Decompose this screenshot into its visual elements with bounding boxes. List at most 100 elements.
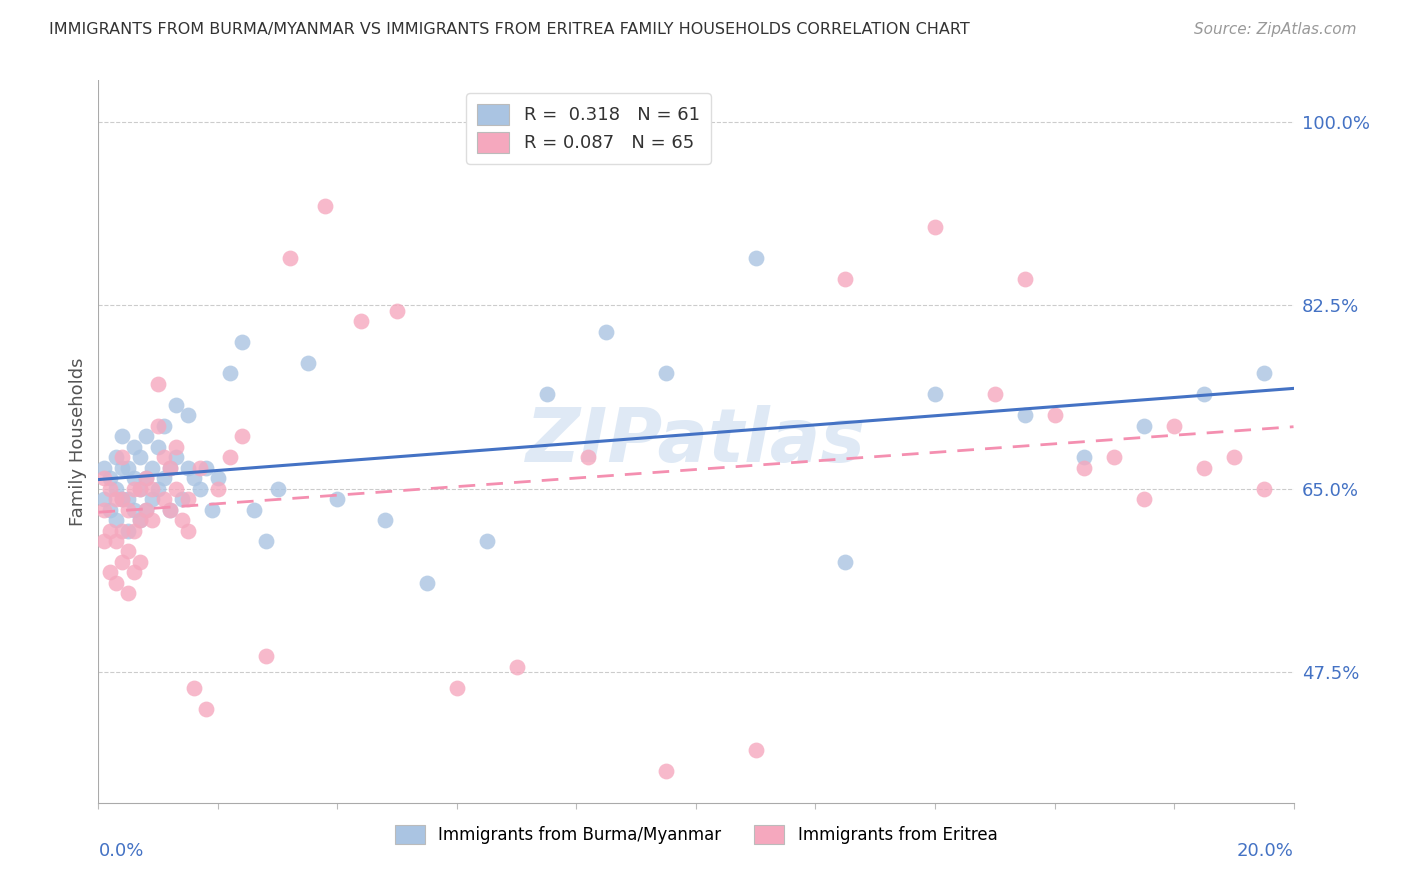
Point	[105, 513, 128, 527]
Point	[254, 534, 277, 549]
Legend: Immigrants from Burma/Myanmar, Immigrants from Eritrea: Immigrants from Burma/Myanmar, Immigrant…	[387, 816, 1005, 852]
Point	[924, 219, 946, 234]
Point	[1073, 450, 1095, 465]
Point	[745, 743, 768, 757]
Point	[188, 460, 211, 475]
Point	[984, 387, 1007, 401]
Point	[148, 376, 170, 391]
Point	[834, 555, 856, 569]
Point	[111, 492, 134, 507]
Point	[350, 314, 373, 328]
Point	[117, 524, 139, 538]
Point	[159, 502, 181, 516]
Point	[93, 492, 115, 507]
Point	[183, 681, 205, 695]
Point	[1133, 492, 1156, 507]
Point	[135, 471, 157, 485]
Point	[98, 524, 122, 538]
Point	[93, 502, 115, 516]
Point	[98, 482, 122, 496]
Text: 20.0%: 20.0%	[1237, 842, 1294, 860]
Point	[129, 513, 152, 527]
Point	[117, 586, 139, 600]
Point	[655, 764, 678, 779]
Point	[105, 534, 128, 549]
Point	[111, 555, 134, 569]
Point	[135, 429, 157, 443]
Point	[135, 502, 157, 516]
Point	[124, 566, 146, 580]
Point	[231, 334, 253, 349]
Point	[475, 534, 498, 549]
Point	[98, 502, 122, 516]
Point	[93, 534, 115, 549]
Point	[1073, 460, 1095, 475]
Point	[105, 450, 128, 465]
Point	[207, 471, 229, 485]
Point	[148, 440, 170, 454]
Point	[374, 513, 396, 527]
Point	[297, 356, 319, 370]
Point	[315, 199, 337, 213]
Point	[177, 460, 200, 475]
Point	[595, 325, 617, 339]
Point	[1163, 418, 1185, 433]
Point	[834, 272, 856, 286]
Point	[278, 252, 301, 266]
Point	[201, 502, 224, 516]
Point	[105, 575, 128, 590]
Point	[267, 482, 290, 496]
Point	[117, 502, 139, 516]
Point	[446, 681, 468, 695]
Point	[153, 418, 176, 433]
Point	[1223, 450, 1246, 465]
Point	[1014, 272, 1036, 286]
Point	[159, 460, 181, 475]
Point	[98, 471, 122, 485]
Point	[124, 524, 146, 538]
Point	[98, 566, 122, 580]
Point	[207, 482, 229, 496]
Point	[141, 513, 163, 527]
Point	[188, 482, 211, 496]
Point	[745, 252, 768, 266]
Point	[326, 492, 349, 507]
Point	[148, 482, 170, 496]
Point	[111, 492, 134, 507]
Point	[1104, 450, 1126, 465]
Point	[124, 440, 146, 454]
Point	[117, 460, 139, 475]
Point	[165, 450, 187, 465]
Point	[141, 482, 163, 496]
Point	[111, 429, 134, 443]
Point	[124, 482, 146, 496]
Point	[536, 387, 558, 401]
Point	[254, 649, 277, 664]
Point	[1253, 367, 1275, 381]
Point	[129, 450, 152, 465]
Point	[1253, 482, 1275, 496]
Point	[1014, 409, 1036, 423]
Point	[111, 450, 134, 465]
Point	[105, 492, 128, 507]
Point	[129, 482, 152, 496]
Point	[1043, 409, 1066, 423]
Point	[1133, 418, 1156, 433]
Point	[153, 450, 176, 465]
Text: 0.0%: 0.0%	[98, 842, 143, 860]
Point	[219, 367, 242, 381]
Point	[153, 471, 176, 485]
Point	[124, 502, 146, 516]
Point	[183, 471, 205, 485]
Text: ZIPatlas: ZIPatlas	[526, 405, 866, 478]
Y-axis label: Family Households: Family Households	[69, 358, 87, 525]
Point	[231, 429, 253, 443]
Point	[129, 555, 152, 569]
Point	[195, 460, 218, 475]
Point	[124, 471, 146, 485]
Point	[165, 398, 187, 412]
Point	[924, 387, 946, 401]
Point	[117, 544, 139, 558]
Point	[135, 502, 157, 516]
Point	[177, 492, 200, 507]
